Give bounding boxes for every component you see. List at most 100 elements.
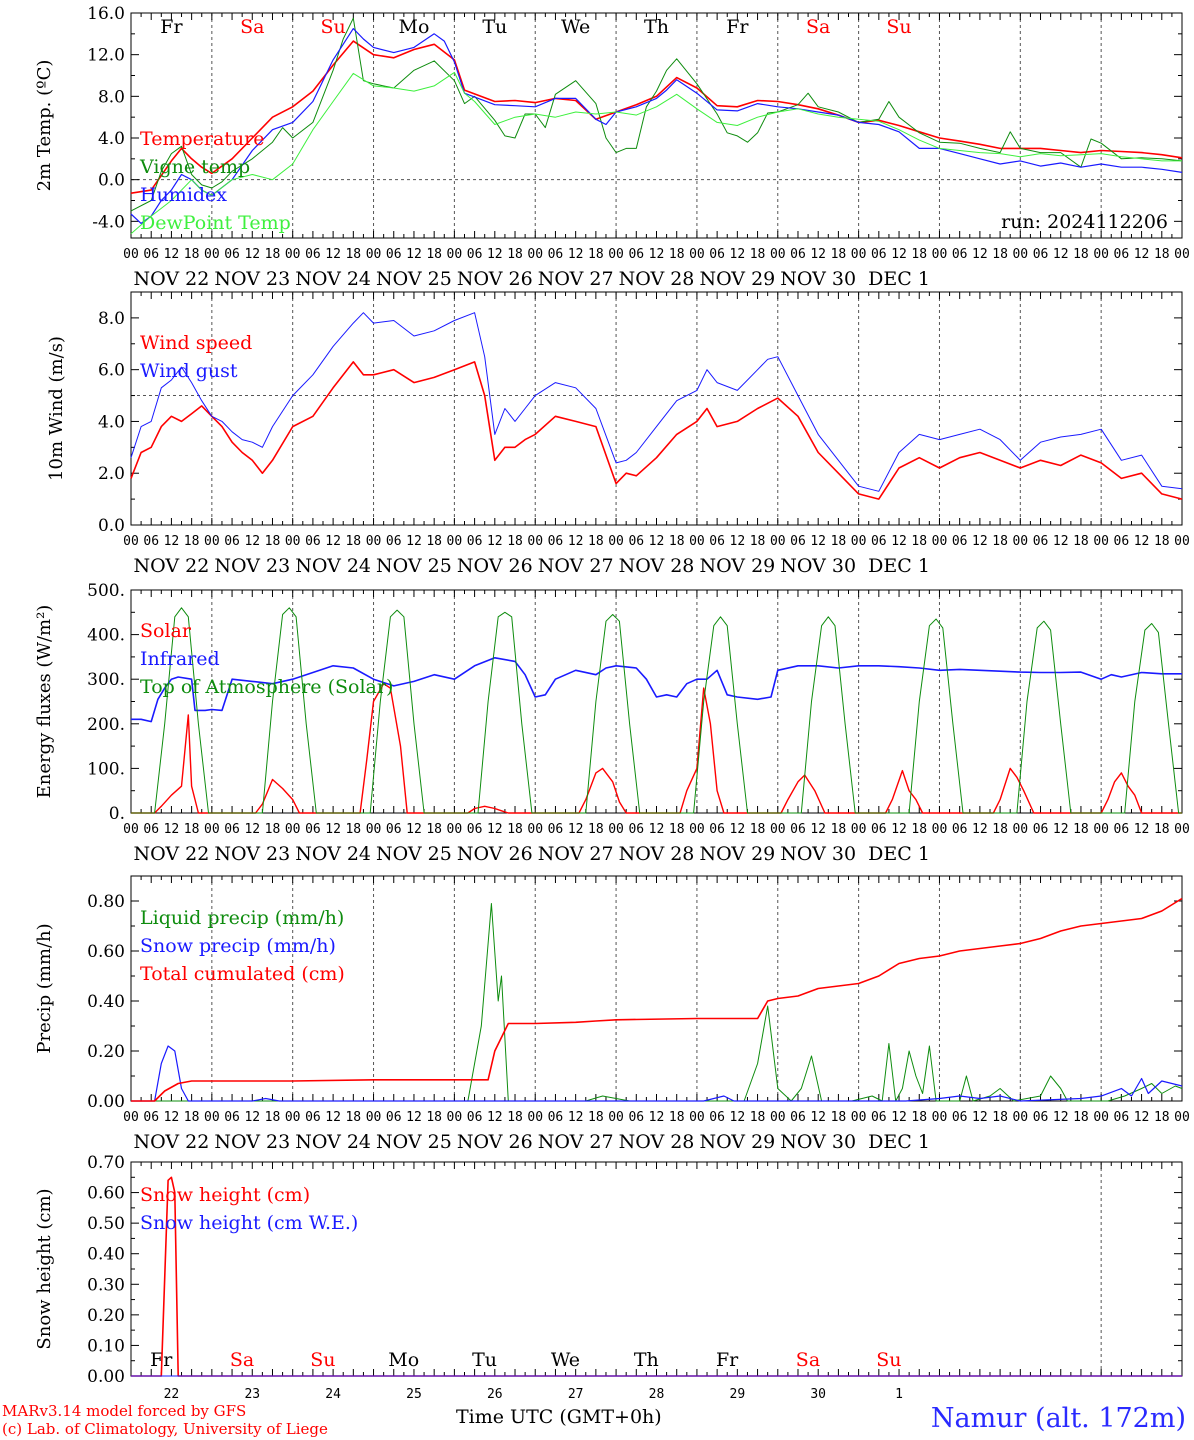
hour-tick-label: 06 — [1033, 822, 1049, 837]
date-label: NOV 28 — [619, 268, 695, 290]
hour-tick-label: 00 — [1174, 1110, 1190, 1125]
date-label: NOV 24 — [295, 268, 371, 290]
hour-tick-label: 00 — [366, 1110, 382, 1125]
legend-entry: Solar — [140, 620, 192, 642]
hour-tick-label: 18 — [831, 534, 847, 549]
hour-tick-label: 00 — [285, 247, 301, 262]
hour-tick-label: 00 — [932, 1110, 948, 1125]
hour-tick-label: 00 — [608, 1110, 624, 1125]
hour-tick-label: 18 — [426, 247, 442, 262]
weekday-label: We — [551, 1349, 580, 1371]
hour-tick-label: 18 — [265, 822, 281, 837]
legend-entry: Snow height (cm W.E.) — [140, 1212, 358, 1234]
hour-tick-label: 00 — [851, 822, 867, 837]
hour-tick-label: 00 — [123, 247, 139, 262]
hour-tick-label: 06 — [548, 247, 564, 262]
hour-tick-label: 12 — [972, 822, 988, 837]
hour-tick-label: 12 — [244, 247, 260, 262]
y-tick-label: 0.40 — [87, 1245, 125, 1265]
hour-tick-label: 00 — [366, 247, 382, 262]
hour-tick-label: 06 — [709, 1110, 725, 1125]
hour-tick-label: 00 — [1174, 534, 1190, 549]
hour-tick-label: 06 — [952, 822, 968, 837]
hour-tick-label: 12 — [487, 247, 503, 262]
y-tick-label: -4.0 — [92, 212, 125, 232]
date-label: NOV 30 — [780, 843, 856, 865]
date-label: NOV 25 — [376, 555, 452, 577]
y-tick-label: 4.0 — [98, 129, 125, 149]
weekday-label: We — [561, 16, 590, 38]
hour-tick-label: 06 — [871, 822, 887, 837]
hour-tick-label: 12 — [810, 534, 826, 549]
hour-tick-label: 06 — [467, 1110, 483, 1125]
hour-tick-label: 12 — [730, 822, 746, 837]
run-annotation: run: 2024112206 — [1001, 211, 1168, 233]
legend-entry: DewPoint Temp — [140, 212, 291, 234]
hour-tick-label: 00 — [1174, 822, 1190, 837]
hour-tick-label: 18 — [911, 247, 927, 262]
hour-tick-label: 06 — [1114, 1110, 1130, 1125]
weekday-label: Tu — [482, 16, 507, 38]
legend-entry: Snow precip (mm/h) — [140, 935, 336, 957]
weekday-label: Sa — [240, 16, 264, 38]
hour-tick-label: 06 — [224, 534, 240, 549]
y-axis-label: 10m Wind (m/s) — [46, 336, 67, 481]
hour-tick-label: 18 — [184, 822, 200, 837]
hour-tick-label: 12 — [649, 247, 665, 262]
hour-tick-label: 06 — [709, 822, 725, 837]
hour-tick-label: 12 — [164, 534, 180, 549]
model-credit: MARv3.14 model forced by GFS — [2, 1402, 247, 1420]
series-temperature — [130, 40, 1183, 194]
weekday-label: Su — [886, 16, 911, 38]
series-liquid-precip-mm-h — [131, 903, 1183, 1102]
hour-tick-label: 06 — [628, 247, 644, 262]
hour-tick-label: 18 — [507, 1110, 523, 1125]
day-number-label: 30 — [810, 1387, 826, 1402]
hour-tick-label: 06 — [628, 1110, 644, 1125]
date-label: NOV 23 — [214, 1131, 290, 1153]
hour-tick-label: 06 — [709, 247, 725, 262]
hour-tick-label: 00 — [447, 822, 463, 837]
hour-tick-label: 06 — [143, 534, 159, 549]
hour-tick-label: 00 — [1012, 1110, 1028, 1125]
weekday-label: Mo — [388, 1349, 419, 1371]
hour-tick-label: 00 — [1012, 822, 1028, 837]
hour-tick-label: 18 — [911, 1110, 927, 1125]
hour-tick-label: 00 — [527, 822, 543, 837]
hour-tick-label: 12 — [325, 247, 341, 262]
date-label: NOV 30 — [780, 1131, 856, 1153]
date-label: NOV 29 — [699, 555, 775, 577]
hour-tick-label: 06 — [548, 534, 564, 549]
hour-tick-label: 12 — [891, 247, 907, 262]
date-label: NOV 26 — [457, 555, 533, 577]
hour-tick-label: 06 — [467, 822, 483, 837]
hour-tick-label: 18 — [669, 822, 685, 837]
weekday-label: Mo — [399, 16, 430, 38]
hour-tick-label: 06 — [790, 822, 806, 837]
hour-tick-label: 00 — [447, 247, 463, 262]
weekday-label: Tu — [472, 1349, 497, 1371]
hour-tick-label: 00 — [366, 534, 382, 549]
date-label: NOV 25 — [376, 1131, 452, 1153]
series-snow-precip-mm-h — [131, 1045, 1183, 1102]
hour-tick-label: 18 — [669, 534, 685, 549]
hour-tick-label: 18 — [1154, 1110, 1170, 1125]
hour-tick-label: 18 — [750, 247, 766, 262]
hour-tick-label: 06 — [1114, 247, 1130, 262]
hour-tick-label: 12 — [244, 822, 260, 837]
hour-tick-label: 18 — [1073, 534, 1089, 549]
hour-tick-label: 12 — [810, 247, 826, 262]
hour-tick-label: 00 — [608, 534, 624, 549]
panel-1: -4.0 0.0 4.0 8.0 12.0 16.0 2m Temp. (ºC) 00 06 12… — [34, 4, 1190, 290]
hour-tick-label: 06 — [871, 1110, 887, 1125]
hour-tick-label: 12 — [164, 1110, 180, 1125]
hour-tick-label: 06 — [143, 822, 159, 837]
plot-frame — [130, 291, 1183, 526]
y-tick-label: 100. — [87, 759, 125, 779]
hour-tick-label: 18 — [345, 534, 361, 549]
date-label: NOV 28 — [619, 843, 695, 865]
hour-tick-label: 00 — [1093, 822, 1109, 837]
hour-tick-label: 06 — [386, 1110, 402, 1125]
legend-entry: Liquid precip (mm/h) — [140, 907, 344, 929]
